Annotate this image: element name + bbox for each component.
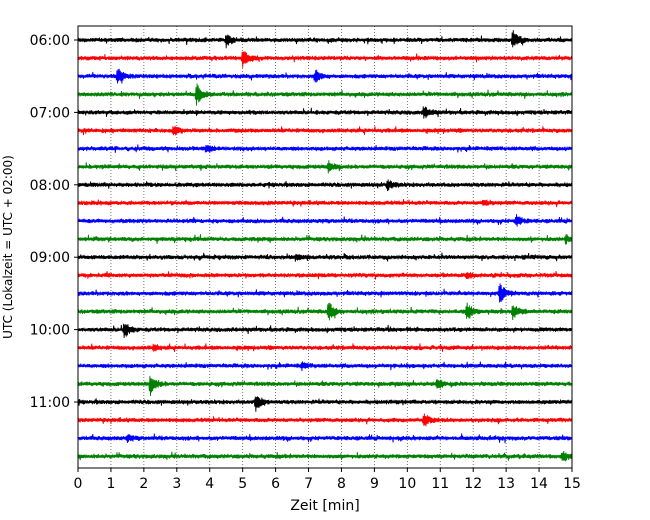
trace-line: [77, 396, 573, 412]
x-tick-label: 8: [337, 476, 346, 492]
trace-line: [77, 451, 573, 462]
x-tick-label: 3: [172, 476, 181, 492]
y-tick-label: 09:00: [30, 250, 70, 266]
x-tick-label: 6: [271, 476, 280, 492]
y-tick-label: 06:00: [30, 33, 70, 49]
trace-line: [77, 83, 573, 106]
x-tick-label: 1: [106, 476, 115, 492]
trace-line: [77, 252, 573, 262]
x-tick-label: 15: [563, 476, 581, 492]
y-tick-label: 11:00: [30, 395, 70, 411]
y-tick-label: 10:00: [30, 323, 70, 339]
x-tick-label: 12: [464, 476, 482, 492]
trace-line: [77, 271, 573, 280]
x-tick-label: 7: [304, 476, 313, 492]
trace-line: [77, 51, 573, 68]
trace-line: [77, 199, 573, 208]
x-tick-label: 0: [74, 476, 83, 492]
trace-line: [77, 302, 573, 321]
trace-line: [77, 283, 573, 303]
trace-line: [77, 343, 573, 353]
y-axis-label: UTC (Lokalzeit = UTC + 02:00): [1, 155, 15, 339]
trace-line: [77, 433, 573, 444]
trace-line: [77, 413, 573, 427]
trace-line: [77, 323, 573, 338]
trace-line: [77, 361, 573, 372]
trace-line: [77, 375, 573, 397]
x-tick-label: 13: [497, 476, 515, 492]
x-tick-label: 14: [530, 476, 548, 492]
y-axis-ticks: 06:00 07:00 08:00 09:00 10:00 11:00: [30, 33, 78, 411]
x-tick-label: 10: [398, 476, 416, 492]
x-tick-label: 11: [431, 476, 449, 492]
seismic-traces: [77, 30, 573, 462]
y-tick-label: 07:00: [30, 105, 70, 121]
trace-line: [77, 144, 573, 153]
trace-line: [77, 160, 573, 174]
trace-line: [77, 30, 573, 49]
plot-frame: [77, 25, 573, 469]
trace-line: [77, 106, 573, 119]
trace-line: [77, 179, 573, 192]
trace-line: [77, 68, 573, 84]
x-axis-ticks: 0 1 2 3 4 5 6 7 8 9 10 11 12 13 14 15: [74, 468, 581, 492]
y-tick-label: 08:00: [30, 178, 70, 194]
x-tick-label: 5: [238, 476, 247, 492]
x-tick-label: 9: [370, 476, 379, 492]
x-axis-label: Zeit [min]: [290, 498, 359, 514]
trace-line: [77, 125, 573, 136]
trace-line: [77, 234, 573, 245]
x-tick-label: 2: [139, 476, 148, 492]
x-tick-label: 4: [205, 476, 214, 492]
trace-line: [77, 214, 573, 227]
